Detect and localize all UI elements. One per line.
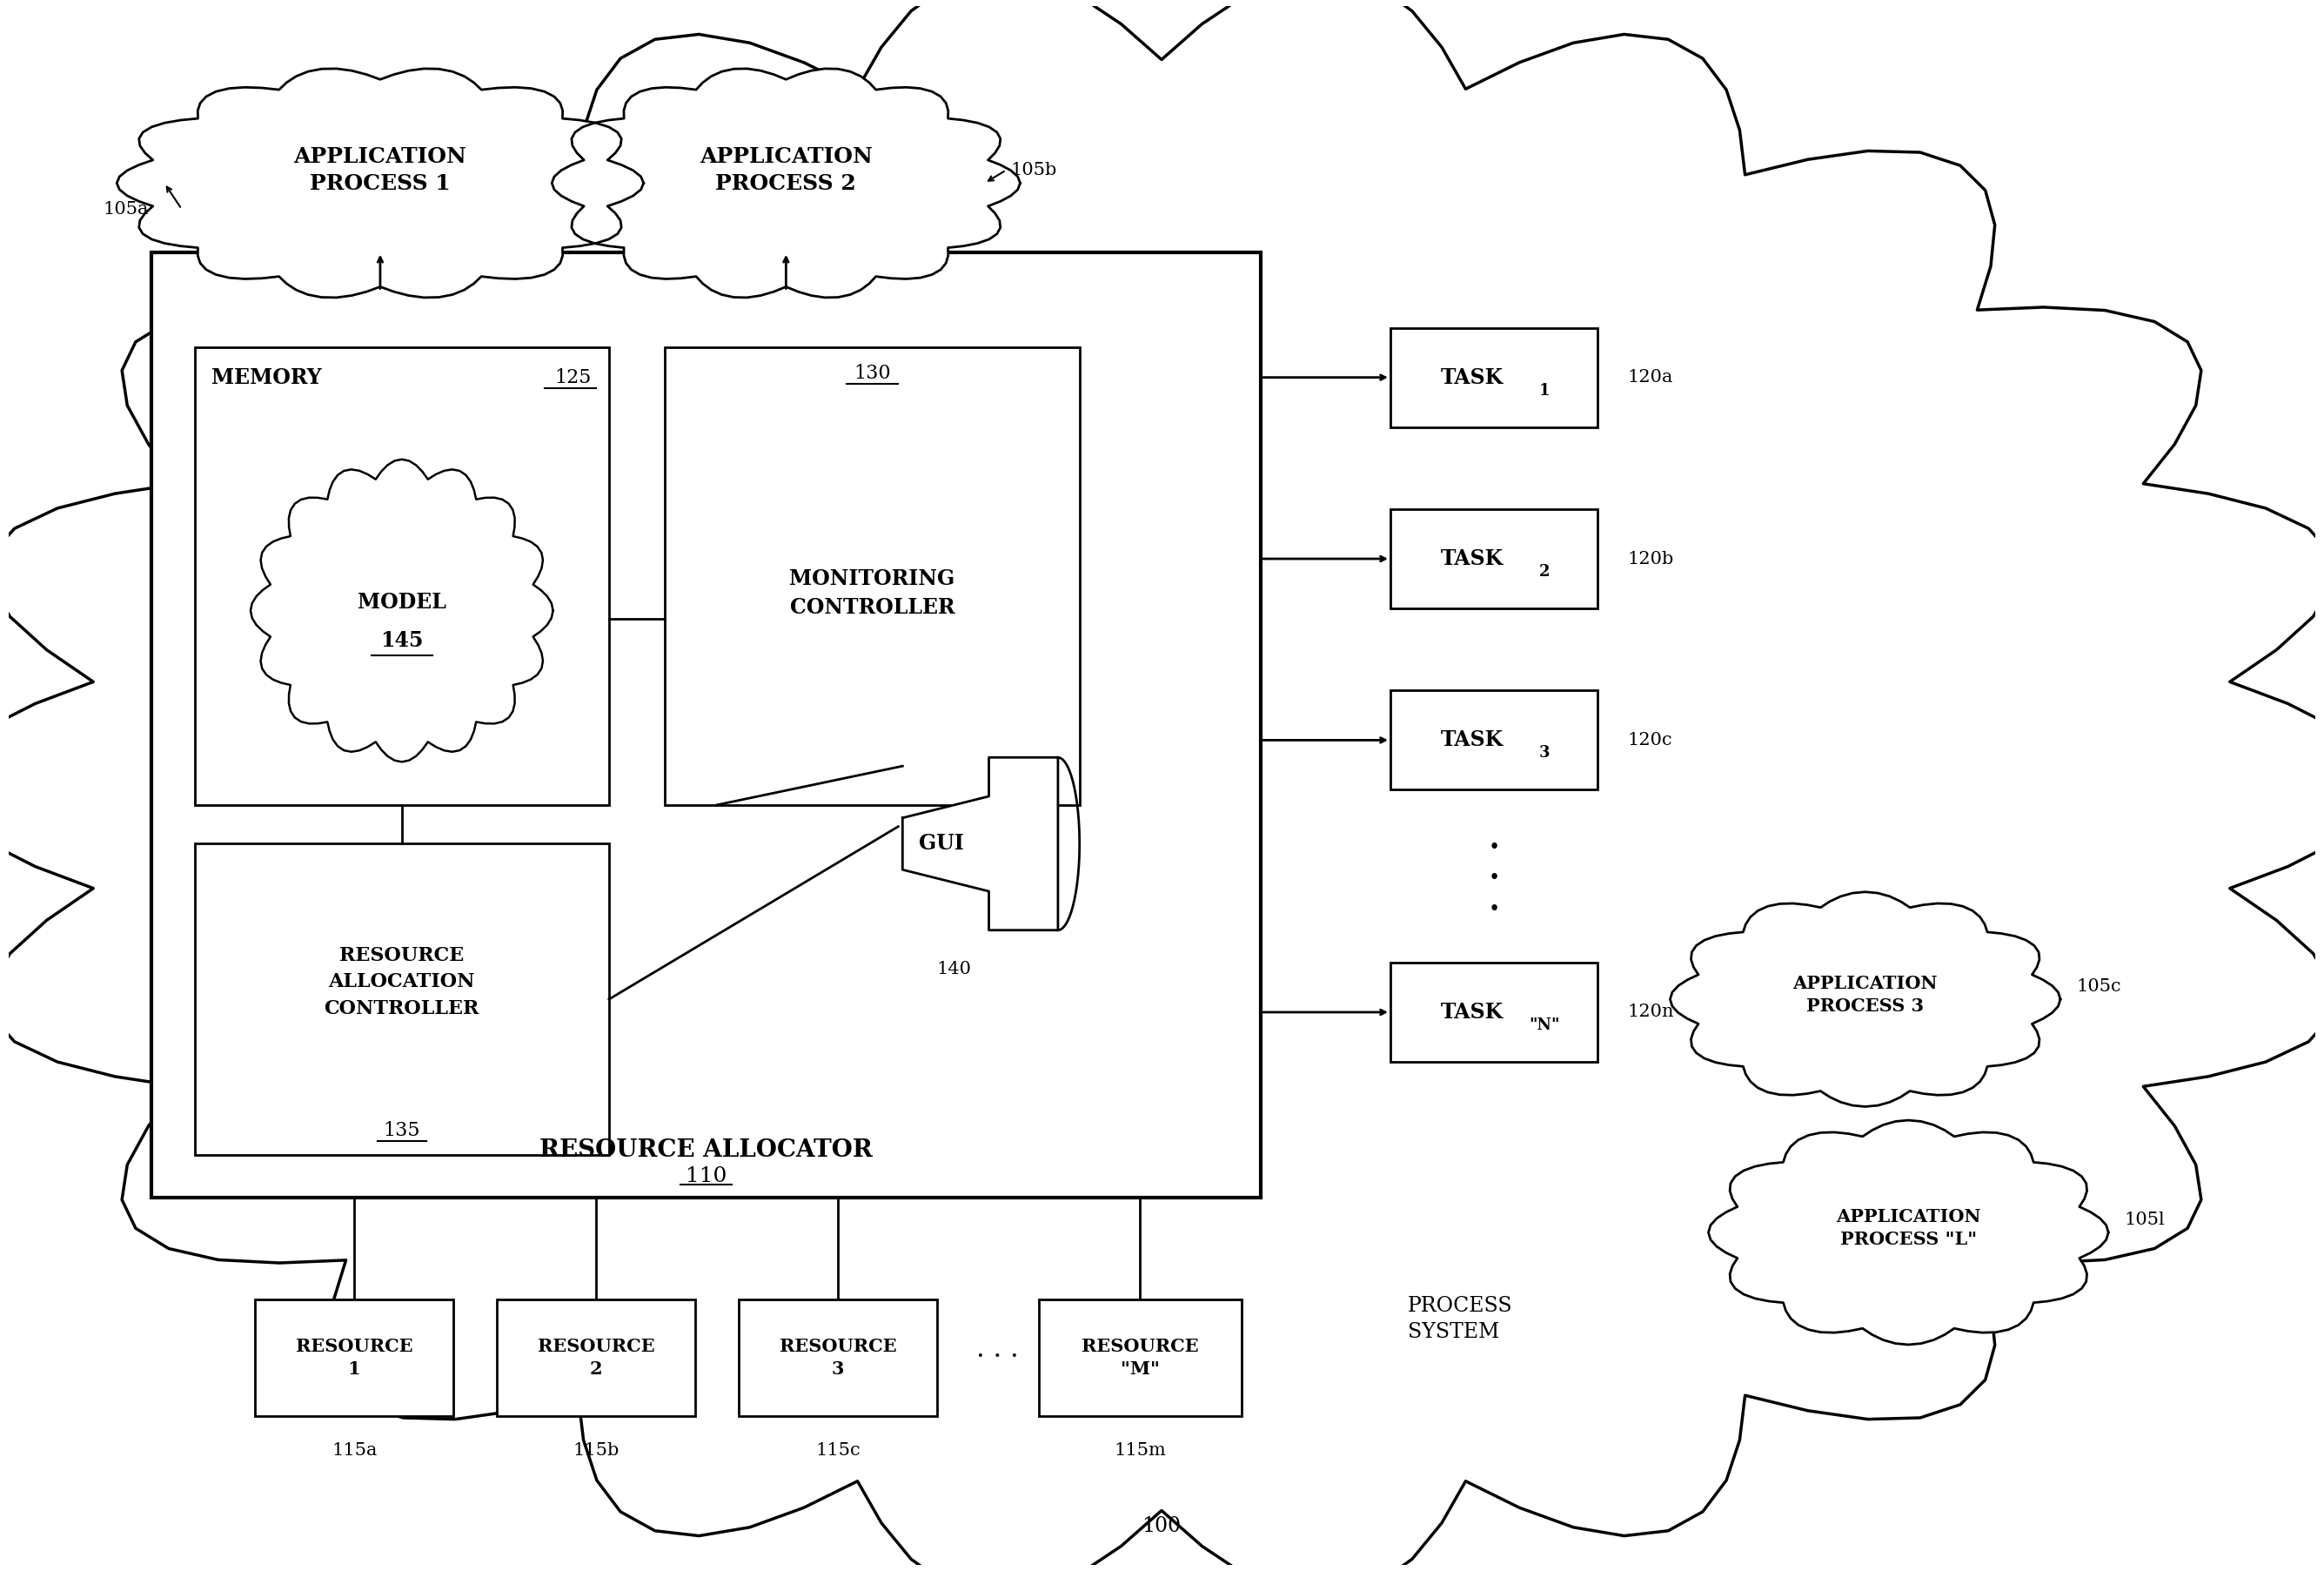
Text: RESOURCE ALLOCATOR: RESOURCE ALLOCATOR: [539, 1139, 874, 1163]
Text: 1: 1: [1538, 383, 1550, 397]
Text: 130: 130: [853, 363, 890, 383]
Text: GUI: GUI: [918, 833, 964, 855]
Bar: [1390, 509, 1597, 608]
Polygon shape: [251, 459, 553, 762]
Bar: [195, 844, 609, 1155]
Text: TASK: TASK: [1441, 1002, 1504, 1023]
Text: 105l: 105l: [2124, 1211, 2166, 1229]
Bar: [1390, 328, 1597, 427]
Text: 125: 125: [555, 368, 593, 386]
Text: RESOURCE
ALLOCATION
CONTROLLER: RESOURCE ALLOCATION CONTROLLER: [323, 946, 479, 1018]
Text: TASK: TASK: [1441, 368, 1504, 388]
Text: MONITORING
CONTROLLER: MONITORING CONTROLLER: [790, 569, 955, 619]
Text: RESOURCE
"M": RESOURCE "M": [1081, 1337, 1199, 1378]
Polygon shape: [1708, 1120, 2108, 1345]
Text: 115c: 115c: [816, 1442, 860, 1459]
Bar: [1039, 1299, 1241, 1415]
Text: · · ·: · · ·: [976, 1345, 1018, 1371]
Polygon shape: [902, 757, 1057, 930]
Text: 120b: 120b: [1627, 550, 1673, 567]
Text: 115a: 115a: [332, 1442, 376, 1459]
Text: RESOURCE
1: RESOURCE 1: [295, 1337, 414, 1378]
Bar: [151, 253, 1262, 1199]
Polygon shape: [1671, 892, 2061, 1106]
Text: PROCESS
SYSTEM: PROCESS SYSTEM: [1408, 1296, 1513, 1342]
Polygon shape: [551, 69, 1020, 297]
Text: RESOURCE
3: RESOURCE 3: [779, 1337, 897, 1378]
Text: TASK: TASK: [1441, 729, 1504, 751]
Text: 120c: 120c: [1627, 732, 1673, 748]
Text: APPLICATION
PROCESS 3: APPLICATION PROCESS 3: [1792, 974, 1938, 1015]
Text: APPLICATION
PROCESS "L": APPLICATION PROCESS "L": [1836, 1208, 1980, 1249]
Text: 105c: 105c: [2078, 979, 2122, 994]
Text: 105b: 105b: [1011, 162, 1057, 179]
Bar: [665, 347, 1081, 804]
Text: APPLICATION
PROCESS 1: APPLICATION PROCESS 1: [293, 146, 467, 195]
Text: 100: 100: [1141, 1516, 1181, 1536]
Text: RESOURCE
2: RESOURCE 2: [537, 1337, 655, 1378]
Text: 115m: 115m: [1113, 1442, 1167, 1459]
Bar: [739, 1299, 937, 1415]
Text: 115b: 115b: [574, 1442, 618, 1459]
Bar: [195, 347, 609, 804]
Text: 120a: 120a: [1627, 369, 1673, 386]
Text: 110: 110: [686, 1166, 727, 1186]
Text: "N": "N": [1529, 1018, 1559, 1034]
Bar: [497, 1299, 695, 1415]
Text: 3: 3: [1538, 745, 1550, 760]
Text: 2: 2: [1538, 564, 1550, 580]
Text: MEMORY: MEMORY: [211, 368, 323, 388]
Text: 135: 135: [383, 1122, 421, 1141]
Bar: [1390, 691, 1597, 790]
Polygon shape: [116, 69, 644, 297]
Text: MODEL: MODEL: [358, 592, 446, 613]
Text: 120n: 120n: [1627, 1004, 1673, 1021]
Text: TASK: TASK: [1441, 548, 1504, 569]
Bar: [1390, 963, 1597, 1062]
Bar: [256, 1299, 453, 1415]
Text: •
•
•: • • •: [1487, 837, 1499, 919]
Text: 105a: 105a: [102, 201, 149, 217]
Text: 140: 140: [937, 961, 971, 977]
Text: 145: 145: [381, 630, 423, 652]
Text: APPLICATION
PROCESS 2: APPLICATION PROCESS 2: [700, 146, 872, 195]
